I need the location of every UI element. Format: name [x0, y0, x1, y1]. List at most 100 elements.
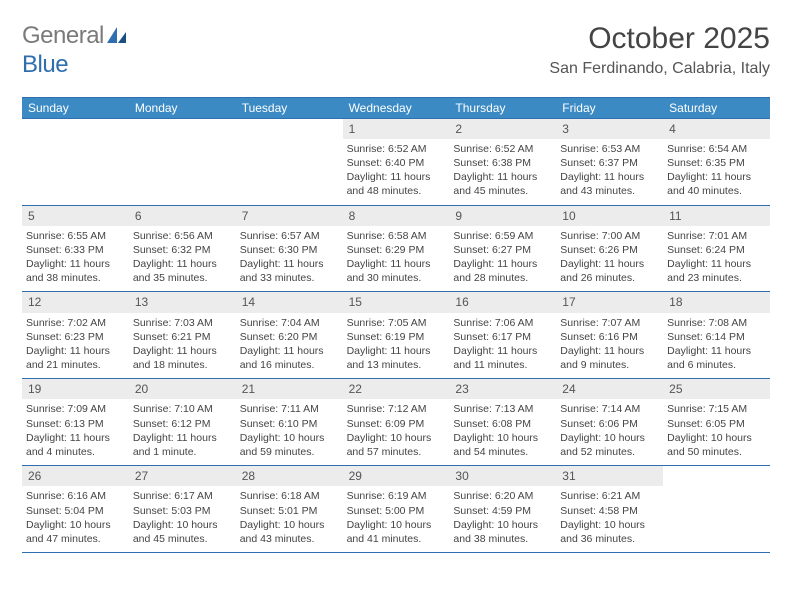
header: GeneralBlue October 2025 San Ferdinando,… — [22, 22, 770, 79]
day-number: 10 — [556, 206, 663, 226]
title-block: October 2025 San Ferdinando, Calabria, I… — [549, 22, 770, 78]
daylight-line: Daylight: 11 hours and 11 minutes. — [453, 344, 552, 372]
day-info: Sunrise: 6:58 AMSunset: 6:29 PMDaylight:… — [347, 229, 446, 286]
sunrise-line: Sunrise: 7:00 AM — [560, 229, 659, 243]
day-cell: 15Sunrise: 7:05 AMSunset: 6:19 PMDayligh… — [343, 292, 450, 378]
week-row: 1Sunrise: 6:52 AMSunset: 6:40 PMDaylight… — [22, 118, 770, 205]
dow-cell: Tuesday — [236, 98, 343, 118]
day-info: Sunrise: 6:52 AMSunset: 6:38 PMDaylight:… — [453, 142, 552, 199]
sunrise-line: Sunrise: 6:54 AM — [667, 142, 766, 156]
week-row: 26Sunrise: 6:16 AMSunset: 5:04 PMDayligh… — [22, 465, 770, 552]
day-info: Sunrise: 7:09 AMSunset: 6:13 PMDaylight:… — [26, 402, 125, 459]
day-cell: 24Sunrise: 7:14 AMSunset: 6:06 PMDayligh… — [556, 379, 663, 465]
day-info: Sunrise: 6:16 AMSunset: 5:04 PMDaylight:… — [26, 489, 125, 546]
day-info: Sunrise: 6:17 AMSunset: 5:03 PMDaylight:… — [133, 489, 232, 546]
sunset-line: Sunset: 6:19 PM — [347, 330, 446, 344]
day-number: 19 — [22, 379, 129, 399]
sunset-line: Sunset: 6:06 PM — [560, 417, 659, 431]
day-info: Sunrise: 7:01 AMSunset: 6:24 PMDaylight:… — [667, 229, 766, 286]
week-row: 19 Sunrise: 7:09 AMSunset: 6:13 PMDayligh… — [22, 378, 770, 465]
daylight-line: Daylight: 10 hours and 59 minutes. — [240, 431, 339, 459]
day-number — [129, 119, 236, 139]
day-number: 8 — [343, 206, 450, 226]
sunset-line: Sunset: 6:09 PM — [347, 417, 446, 431]
daylight-line: Daylight: 11 hours and 26 minutes. — [560, 257, 659, 285]
sunset-line: Sunset: 5:01 PM — [240, 504, 339, 518]
sunrise-line: Sunrise: 7:05 AM — [347, 316, 446, 330]
day-cell — [129, 119, 236, 205]
day-cell: 5Sunrise: 6:55 AMSunset: 6:33 PMDaylight… — [22, 206, 129, 292]
daylight-line: Daylight: 10 hours and 45 minutes. — [133, 518, 232, 546]
sunrise-line: Sunrise: 7:09 AM — [26, 402, 125, 416]
sunrise-line: Sunrise: 7:13 AM — [453, 402, 552, 416]
day-cell: 23 Sunrise: 7:13 AMSunset: 6:08 PMDayligh… — [449, 379, 556, 465]
day-info: Sunrise: 6:52 AMSunset: 6:40 PMDaylight:… — [347, 142, 446, 199]
day-info: Sunrise: 6:18 AMSunset: 5:01 PMDaylight:… — [240, 489, 339, 546]
day-cell: 6Sunrise: 6:56 AMSunset: 6:32 PMDaylight… — [129, 206, 236, 292]
day-info: Sunrise: 7:12 AMSunset: 6:09 PMDaylight:… — [347, 402, 446, 459]
day-cell: 8 Sunrise: 6:58 AMSunset: 6:29 PMDaylight… — [343, 206, 450, 292]
daylight-line: Daylight: 11 hours and 35 minutes. — [133, 257, 232, 285]
month-title: October 2025 — [549, 22, 770, 56]
day-cell: 19 Sunrise: 7:09 AMSunset: 6:13 PMDayligh… — [22, 379, 129, 465]
sunset-line: Sunset: 6:16 PM — [560, 330, 659, 344]
sunset-line: Sunset: 6:35 PM — [667, 156, 766, 170]
day-number — [22, 119, 129, 139]
sunrise-line: Sunrise: 7:06 AM — [453, 316, 552, 330]
sunset-line: Sunset: 5:04 PM — [26, 504, 125, 518]
sunrise-line: Sunrise: 6:53 AM — [560, 142, 659, 156]
sunset-line: Sunset: 4:59 PM — [453, 504, 552, 518]
dow-cell: Wednesday — [343, 98, 450, 118]
day-number — [236, 119, 343, 139]
calendar: SundayMondayTuesdayWednesdayThursdayFrid… — [22, 97, 770, 553]
sunrise-line: Sunrise: 6:58 AM — [347, 229, 446, 243]
daylight-line: Daylight: 11 hours and 18 minutes. — [133, 344, 232, 372]
daylight-line: Daylight: 11 hours and 4 minutes. — [26, 431, 125, 459]
sunset-line: Sunset: 6:08 PM — [453, 417, 552, 431]
sunset-line: Sunset: 6:40 PM — [347, 156, 446, 170]
sunrise-line: Sunrise: 6:56 AM — [133, 229, 232, 243]
daylight-line: Daylight: 10 hours and 38 minutes. — [453, 518, 552, 546]
day-cell — [22, 119, 129, 205]
sunset-line: Sunset: 6:05 PM — [667, 417, 766, 431]
day-number: 23 — [449, 379, 556, 399]
sunrise-line: Sunrise: 7:07 AM — [560, 316, 659, 330]
day-cell: 26Sunrise: 6:16 AMSunset: 5:04 PMDayligh… — [22, 466, 129, 552]
day-info: Sunrise: 6:55 AMSunset: 6:33 PMDaylight:… — [26, 229, 125, 286]
sunset-line: Sunset: 6:33 PM — [26, 243, 125, 257]
day-cell: 13Sunrise: 7:03 AMSunset: 6:21 PMDayligh… — [129, 292, 236, 378]
daylight-line: Daylight: 10 hours and 41 minutes. — [347, 518, 446, 546]
sunrise-line: Sunrise: 7:04 AM — [240, 316, 339, 330]
daylight-line: Daylight: 11 hours and 40 minutes. — [667, 170, 766, 198]
sunrise-line: Sunrise: 6:57 AM — [240, 229, 339, 243]
day-info: Sunrise: 7:10 AMSunset: 6:12 PMDaylight:… — [133, 402, 232, 459]
sunrise-line: Sunrise: 6:55 AM — [26, 229, 125, 243]
day-number: 16 — [449, 292, 556, 312]
sunset-line: Sunset: 6:23 PM — [26, 330, 125, 344]
sunset-line: Sunset: 6:10 PM — [240, 417, 339, 431]
day-info: Sunrise: 7:06 AMSunset: 6:17 PMDaylight:… — [453, 316, 552, 373]
sunrise-line: Sunrise: 6:17 AM — [133, 489, 232, 503]
day-cell: 25Sunrise: 7:15 AMSunset: 6:05 PMDayligh… — [663, 379, 770, 465]
daylight-line: Daylight: 11 hours and 45 minutes. — [453, 170, 552, 198]
location: San Ferdinando, Calabria, Italy — [549, 60, 770, 78]
logo-text-blue: Blue — [22, 51, 68, 78]
day-info: Sunrise: 7:08 AMSunset: 6:14 PMDaylight:… — [667, 316, 766, 373]
day-cell — [236, 119, 343, 205]
day-of-week-header: SundayMondayTuesdayWednesdayThursdayFrid… — [22, 98, 770, 118]
daylight-line: Daylight: 11 hours and 43 minutes. — [560, 170, 659, 198]
dow-cell: Sunday — [22, 98, 129, 118]
daylight-line: Daylight: 11 hours and 38 minutes. — [26, 257, 125, 285]
sunrise-line: Sunrise: 6:59 AM — [453, 229, 552, 243]
sunrise-line: Sunrise: 7:15 AM — [667, 402, 766, 416]
day-cell: 10Sunrise: 7:00 AMSunset: 6:26 PMDayligh… — [556, 206, 663, 292]
day-number: 6 — [129, 206, 236, 226]
week-row: 12Sunrise: 7:02 AMSunset: 6:23 PMDayligh… — [22, 291, 770, 378]
daylight-line: Daylight: 10 hours and 54 minutes. — [453, 431, 552, 459]
day-number: 4 — [663, 119, 770, 139]
daylight-line: Daylight: 11 hours and 13 minutes. — [347, 344, 446, 372]
daylight-line: Daylight: 10 hours and 50 minutes. — [667, 431, 766, 459]
daylight-line: Daylight: 10 hours and 43 minutes. — [240, 518, 339, 546]
day-info: Sunrise: 6:19 AMSunset: 5:00 PMDaylight:… — [347, 489, 446, 546]
day-info: Sunrise: 7:13 AMSunset: 6:08 PMDaylight:… — [453, 402, 552, 459]
